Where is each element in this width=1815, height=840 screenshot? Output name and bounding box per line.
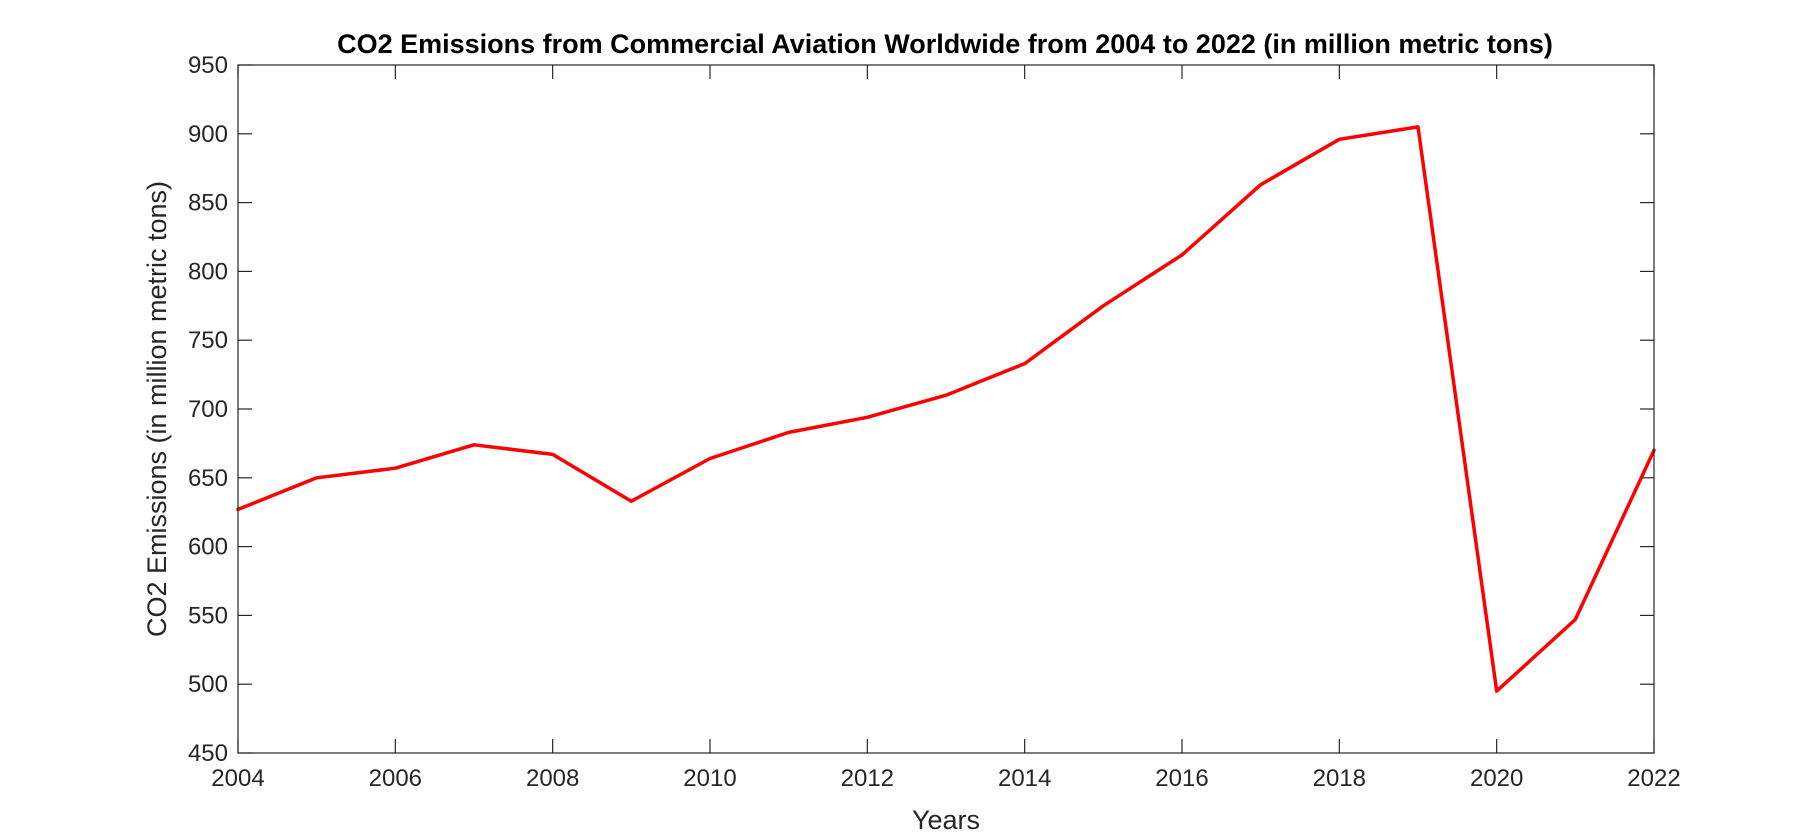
y-tick-label: 700 [188, 396, 228, 423]
y-tick-label: 600 [188, 534, 228, 561]
x-tick-label: 2018 [1313, 765, 1366, 792]
series-line [236, 125, 1656, 693]
y-axis-label: CO2 Emissions (in million metric tons) [142, 181, 172, 637]
x-tick-label: 2012 [841, 765, 894, 792]
y-tick-label: 500 [188, 671, 228, 698]
x-tick-label: 2008 [526, 765, 579, 792]
plot-box [237, 64, 1655, 754]
y-tick-label: 850 [188, 190, 228, 217]
y-tick-label: 750 [188, 327, 228, 354]
x-tick-label: 2014 [998, 765, 1051, 792]
x-axis: 2004 2006 2008 2010 2012 2014 2016 2018 2020 2022 [211, 65, 1681, 792]
x-tick-label: 2004 [211, 765, 264, 792]
x-tick-label: 2016 [1155, 765, 1208, 792]
y-tick-label: 950 [188, 52, 228, 79]
y-tick-label: 800 [188, 258, 228, 285]
y-tick-label: 550 [188, 602, 228, 629]
y-tick-label: 650 [188, 465, 228, 492]
y-tick-label: 900 [188, 121, 228, 148]
x-tick-label: 2006 [369, 765, 422, 792]
x-tick-label: 2022 [1627, 765, 1680, 792]
plot-area [238, 65, 1654, 753]
y-axis: 450 500 550 600 650 700 750 800 850 900 950 [188, 52, 1654, 767]
x-tick-label: 2010 [683, 765, 736, 792]
chart-title: CO2 Emissions from Commercial Aviation W… [337, 29, 1553, 59]
x-axis-label: Years [912, 805, 980, 835]
x-tick-label: 2020 [1470, 765, 1523, 792]
y-tick-label: 450 [188, 740, 228, 767]
